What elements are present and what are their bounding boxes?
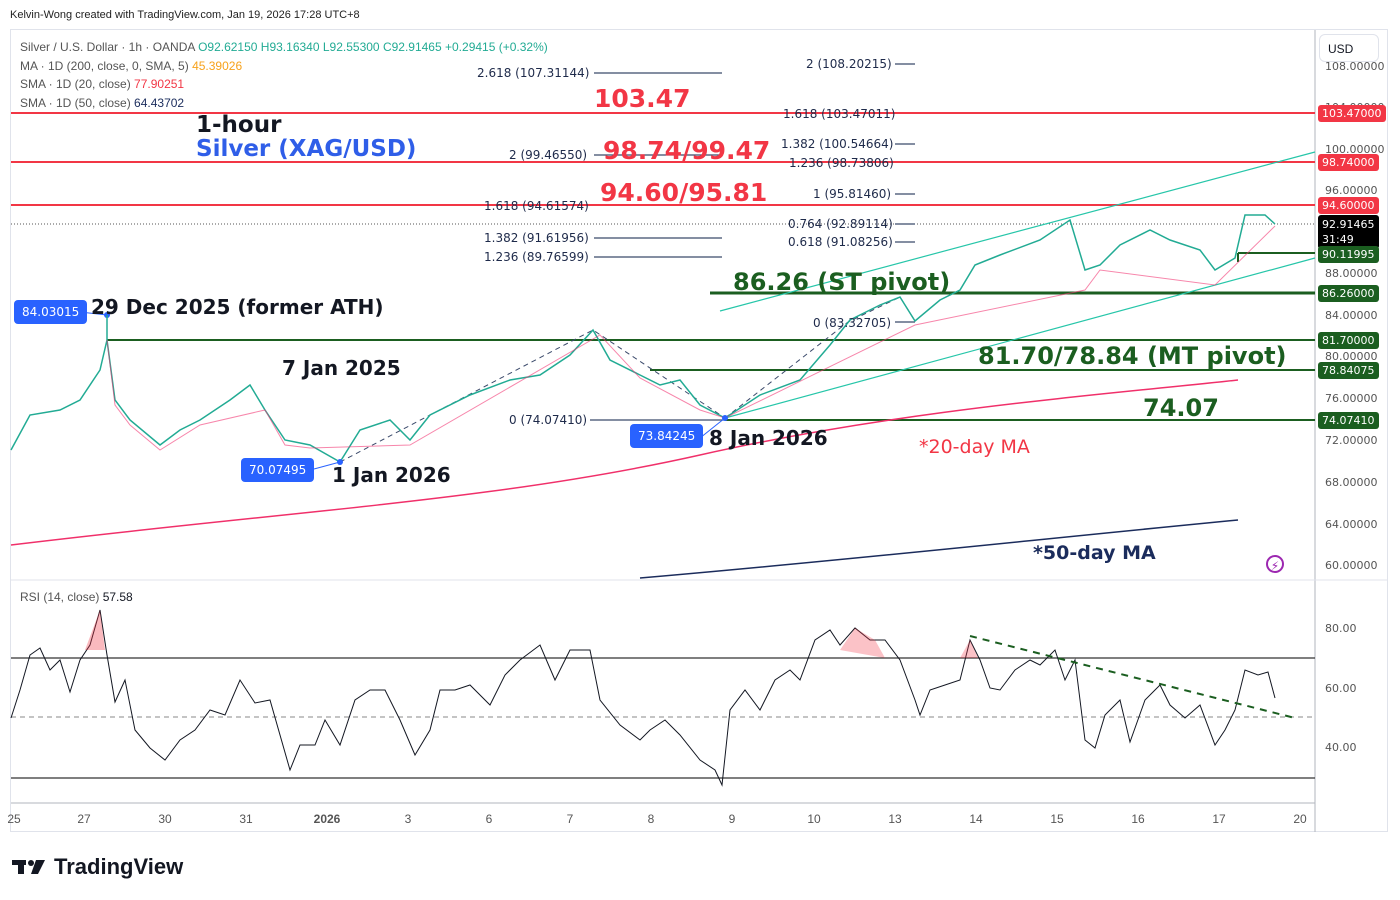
fib-left-label: 1.236 (89.76599) bbox=[484, 250, 589, 264]
fib-left-label: 2 (99.46550) bbox=[509, 148, 588, 162]
price-tick: 80.00000 bbox=[1325, 350, 1378, 363]
price-tick: 108.00000 bbox=[1325, 60, 1385, 73]
bar-countdown: 31:49 bbox=[1322, 233, 1354, 246]
rsi-trendline[interactable] bbox=[969, 635, 1296, 719]
fib-right-label: 1.236 (98.73806) bbox=[789, 156, 894, 170]
time-tick: 15 bbox=[1050, 812, 1064, 826]
time-tick: 10 bbox=[807, 812, 821, 826]
annotation-r1: 94.60/95.81 bbox=[600, 178, 768, 207]
time-tick: 31 bbox=[239, 812, 253, 826]
chart-credit: Kelvin-Wong created with TradingView.com… bbox=[10, 9, 360, 21]
fib-right-label: 0 (83.32705) bbox=[813, 316, 892, 330]
fib-left-label: 1.618 (94.61574) bbox=[484, 199, 589, 213]
rsi-tick: 60.00 bbox=[1325, 682, 1357, 695]
legend-ma200[interactable]: MA · 1D (200, close, 0, SMA, 5) 45.39026 bbox=[20, 58, 243, 73]
last-price-value: 92.91465 bbox=[1322, 218, 1375, 231]
jan8-price-tag[interactable]: 73.84245 bbox=[630, 424, 704, 448]
time-tick: 9 bbox=[728, 812, 736, 826]
brand-name: TradingView bbox=[54, 854, 184, 879]
time-tick: 2026 bbox=[313, 812, 341, 826]
tradingview-logo[interactable]: TradingView bbox=[12, 854, 183, 880]
jan1-price-tag[interactable]: 70.07495 bbox=[241, 458, 315, 482]
price-tick: 68.00000 bbox=[1325, 476, 1378, 489]
fib-right-label: 0.618 (91.08256) bbox=[788, 235, 893, 249]
time-tick: 8 bbox=[647, 812, 655, 826]
time-tick: 30 bbox=[158, 812, 172, 826]
ma50-line[interactable] bbox=[639, 519, 1239, 579]
annotation-jan1: 1 Jan 2026 bbox=[332, 463, 451, 487]
annotation-mt-pivot: 81.70/78.84 (MT pivot) bbox=[978, 342, 1287, 370]
time-tick: 20 bbox=[1293, 812, 1307, 826]
price-tick: 84.00000 bbox=[1325, 309, 1378, 322]
annotation-jan7: 7 Jan 2025 bbox=[282, 356, 401, 380]
last-price-tag[interactable]: 92.91465 31:49 bbox=[1318, 215, 1379, 249]
time-tick: 16 bbox=[1131, 812, 1145, 826]
fib-left-label: 2.618 (107.31144) bbox=[477, 66, 590, 80]
price-tick: 100.00000 bbox=[1325, 143, 1385, 156]
price-tick: 64.00000 bbox=[1325, 518, 1378, 531]
annotation-ath: 29 Dec 2025 (former ATH) bbox=[91, 295, 384, 319]
price-tag-support-b[interactable]: 86.26000 bbox=[1318, 285, 1379, 302]
annotation-st-pivot: 86.26 (ST pivot) bbox=[733, 268, 951, 296]
price-tick: 60.00000 bbox=[1325, 559, 1378, 572]
annotation-ma50: *50-day MA bbox=[1033, 542, 1156, 564]
price-tag-support-d[interactable]: 78.84075 bbox=[1318, 362, 1379, 379]
ath-price-tag[interactable]: 84.03015 bbox=[14, 300, 88, 324]
rsi-tick: 80.00 bbox=[1325, 622, 1357, 635]
chart-legend: Silver / U.S. Dollar · 1h · OANDA O92.62… bbox=[20, 38, 548, 112]
time-tick: 6 bbox=[485, 812, 493, 826]
annotation-r2: 98.74/99.47 bbox=[603, 136, 771, 165]
fib-right-label: 2 (108.20215) bbox=[806, 57, 892, 71]
rsi-tick: 40.00 bbox=[1325, 741, 1357, 754]
annotation-ma20: *20-day MA bbox=[919, 436, 1030, 458]
tradingview-logo-icon bbox=[12, 860, 45, 874]
lightning-icon[interactable]: ⚡ bbox=[1266, 555, 1284, 573]
time-tick: 3 bbox=[404, 812, 412, 826]
legend-symbol-row: Silver / U.S. Dollar · 1h · OANDA O92.62… bbox=[20, 40, 548, 54]
time-tick: 14 bbox=[969, 812, 983, 826]
fib-left-label: 1.382 (91.61956) bbox=[484, 231, 589, 245]
channel-lower-line[interactable] bbox=[724, 257, 1316, 419]
fib-left-label: 0 (74.07410) bbox=[509, 413, 588, 427]
legend-sma20[interactable]: SMA · 1D (20, close) 77.90251 bbox=[20, 77, 185, 91]
time-tick: 13 bbox=[888, 812, 902, 826]
annotation-jan8: 8 Jan 2026 bbox=[709, 426, 828, 450]
legend-sma50[interactable]: SMA · 1D (50, close) 64.43702 bbox=[20, 95, 185, 110]
fib-right-label: 1.382 (100.54664) bbox=[781, 137, 894, 151]
price-tick: 72.00000 bbox=[1325, 434, 1378, 447]
chart-frame bbox=[10, 29, 1388, 832]
price-tick: 96.00000 bbox=[1325, 184, 1378, 197]
fib-right-label: 0.764 (92.89114) bbox=[788, 217, 893, 231]
fib-right-label: 1 (95.81460) bbox=[813, 187, 892, 201]
instrument-title: Silver (XAG/USD) bbox=[196, 136, 417, 162]
ma20-line[interactable] bbox=[10, 379, 1239, 546]
price-tick: 76.00000 bbox=[1325, 392, 1378, 405]
time-tick: 7 bbox=[566, 812, 574, 826]
currency-button[interactable]: USD bbox=[1319, 34, 1379, 62]
timeframe-title: 1-hour bbox=[196, 112, 282, 138]
time-tick: 25 bbox=[7, 812, 21, 826]
rsi-legend[interactable]: RSI (14, close) 57.58 bbox=[20, 590, 133, 604]
price-tag-r2[interactable]: 98.74000 bbox=[1318, 154, 1379, 171]
time-tick: 27 bbox=[77, 812, 91, 826]
annotation-s1: 74.07 bbox=[1143, 394, 1219, 422]
price-series bbox=[10, 214, 1276, 464]
time-tick: 17 bbox=[1212, 812, 1226, 826]
channel-upper-line[interactable] bbox=[719, 151, 1316, 312]
rsi-series bbox=[10, 609, 1276, 787]
fib-right-label: 1.618 (103.47011) bbox=[783, 107, 896, 121]
price-tag-support-a[interactable]: 90.11995 bbox=[1318, 246, 1379, 263]
price-tag-r1[interactable]: 94.60000 bbox=[1318, 197, 1379, 214]
price-tag-r3[interactable]: 103.47000 bbox=[1318, 105, 1386, 122]
price-tick: 88.00000 bbox=[1325, 267, 1378, 280]
price-tag-support-c[interactable]: 81.70000 bbox=[1318, 332, 1379, 349]
price-tag-support-e[interactable]: 74.07410 bbox=[1318, 412, 1379, 429]
annotation-r3: 103.47 bbox=[594, 84, 691, 113]
